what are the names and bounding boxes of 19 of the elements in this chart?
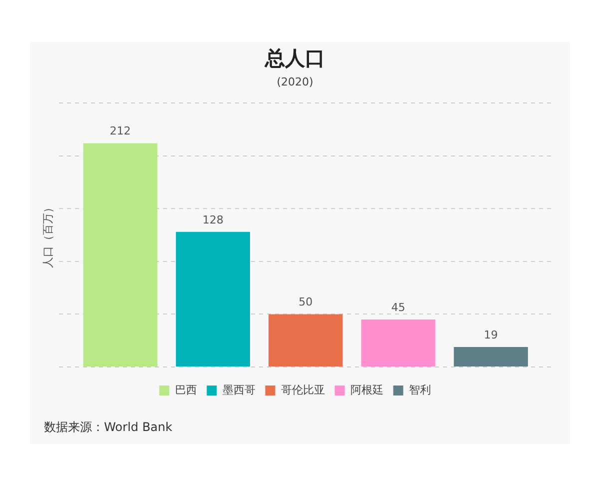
data-label: 128 xyxy=(202,213,224,226)
data-label: 212 xyxy=(110,124,131,138)
legend-label: 阿根廷 xyxy=(350,383,384,396)
chart-subtitle: (2020) xyxy=(276,75,314,88)
y-axis-title: 人口（百万） xyxy=(41,202,54,268)
chart-title: 总人口 xyxy=(264,46,325,70)
legend-label: 墨西哥 xyxy=(222,383,256,396)
bar xyxy=(176,232,250,366)
data-label: 50 xyxy=(298,296,313,309)
bar xyxy=(361,320,436,366)
legend-label: 巴西 xyxy=(174,383,197,396)
data-label: 19 xyxy=(484,328,498,342)
source-note: 数据来源：World Bank xyxy=(44,420,172,434)
legend-label: 哥伦比亚 xyxy=(280,383,325,396)
bar xyxy=(268,314,343,366)
bar xyxy=(454,346,528,366)
legend-label: 智利 xyxy=(408,383,431,396)
bar xyxy=(83,143,158,366)
data-label: 45 xyxy=(391,300,406,314)
